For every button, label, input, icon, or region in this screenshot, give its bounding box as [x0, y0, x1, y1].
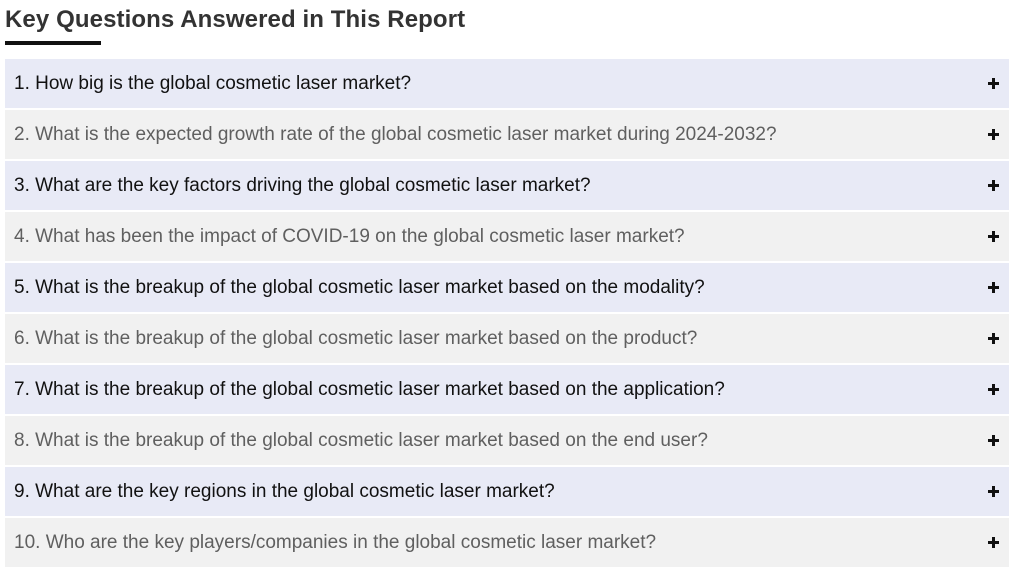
faq-question: 8. What is the breakup of the global cos…	[14, 429, 708, 451]
plus-icon[interactable]	[988, 129, 999, 140]
faq-question: 5. What is the breakup of the global cos…	[14, 276, 705, 298]
faq-item-4[interactable]: 4. What has been the impact of COVID-19 …	[5, 212, 1009, 261]
faq-item-6[interactable]: 6. What is the breakup of the global cos…	[5, 314, 1009, 363]
faq-question: 10. Who are the key players/companies in…	[14, 531, 657, 553]
faq-question: 2. What is the expected growth rate of t…	[14, 123, 777, 145]
faq-accordion: 1. How big is the global cosmetic laser …	[5, 59, 1009, 569]
plus-icon[interactable]	[988, 537, 999, 548]
plus-icon[interactable]	[988, 486, 999, 497]
faq-question: 9. What are the key regions in the globa…	[14, 480, 555, 502]
page-title: Key Questions Answered in This Report	[5, 6, 466, 33]
plus-icon[interactable]	[988, 180, 999, 191]
faq-item-9[interactable]: 9. What are the key regions in the globa…	[5, 467, 1009, 516]
plus-icon[interactable]	[988, 435, 999, 446]
faq-item-5[interactable]: 5. What is the breakup of the global cos…	[5, 263, 1009, 312]
plus-icon[interactable]	[988, 231, 999, 242]
faq-item-1[interactable]: 1. How big is the global cosmetic laser …	[5, 59, 1009, 108]
faq-question: 3. What are the key factors driving the …	[14, 174, 591, 196]
faq-question: 4. What has been the impact of COVID-19 …	[14, 225, 685, 247]
faq-question: 1. How big is the global cosmetic laser …	[14, 72, 412, 94]
faq-item-8[interactable]: 8. What is the breakup of the global cos…	[5, 416, 1009, 465]
plus-icon[interactable]	[988, 333, 999, 344]
plus-icon[interactable]	[988, 384, 999, 395]
faq-item-7[interactable]: 7. What is the breakup of the global cos…	[5, 365, 1009, 414]
faq-item-3[interactable]: 3. What are the key factors driving the …	[5, 161, 1009, 210]
faq-question: 7. What is the breakup of the global cos…	[14, 378, 725, 400]
section-heading: Key Questions Answered in This Report	[5, 6, 466, 45]
faq-item-10[interactable]: 10. Who are the key players/companies in…	[5, 518, 1009, 567]
faq-item-2[interactable]: 2. What is the expected growth rate of t…	[5, 110, 1009, 159]
plus-icon[interactable]	[988, 282, 999, 293]
title-underline	[5, 41, 101, 45]
plus-icon[interactable]	[988, 78, 999, 89]
faq-question: 6. What is the breakup of the global cos…	[14, 327, 698, 349]
